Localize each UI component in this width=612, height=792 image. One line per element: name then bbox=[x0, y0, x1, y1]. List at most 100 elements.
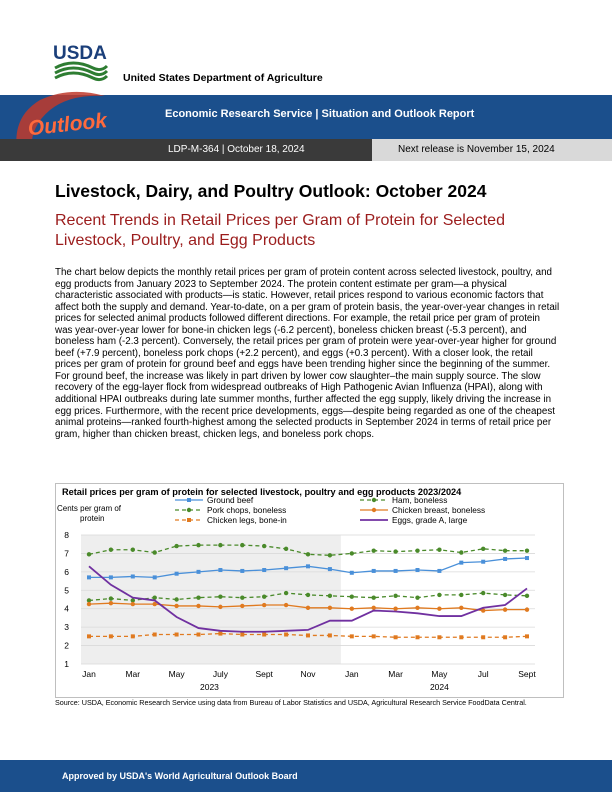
data-point bbox=[459, 605, 464, 610]
data-point bbox=[218, 568, 223, 573]
data-point bbox=[327, 567, 332, 572]
outlook-logo: Outlook bbox=[16, 91, 109, 156]
data-point bbox=[262, 568, 267, 573]
body-paragraph: The chart below depicts the monthly reta… bbox=[55, 267, 560, 440]
data-point bbox=[481, 608, 486, 613]
x-tick-label: Mar bbox=[125, 669, 140, 679]
data-point bbox=[152, 601, 157, 607]
data-point bbox=[283, 546, 289, 552]
data-point bbox=[481, 635, 486, 640]
x-tick-label: Mar bbox=[388, 669, 403, 679]
data-point bbox=[284, 566, 289, 571]
data-point bbox=[349, 551, 354, 556]
data-point bbox=[130, 601, 135, 607]
data-point bbox=[525, 634, 529, 639]
data-point bbox=[371, 568, 376, 573]
y-tick-label: 2 bbox=[64, 641, 69, 651]
report-info-band bbox=[0, 139, 372, 161]
legend-marker bbox=[371, 497, 377, 503]
x-tick-label: Jan bbox=[345, 669, 359, 679]
source-note: Source: USDA, Economic Research Service … bbox=[55, 698, 527, 707]
data-point bbox=[305, 592, 311, 598]
series-title: Economic Research Service | Situation an… bbox=[165, 108, 475, 120]
y-axis-label: Cents per gram of bbox=[57, 504, 122, 513]
data-point bbox=[349, 634, 354, 639]
data-point bbox=[415, 568, 420, 573]
usda-logo-text: USDA bbox=[53, 43, 107, 64]
legend-label: Pork chops, boneless bbox=[207, 505, 286, 515]
data-point bbox=[393, 549, 398, 554]
data-point bbox=[393, 635, 398, 640]
data-point bbox=[152, 575, 157, 580]
chart-frame bbox=[55, 483, 564, 698]
data-point bbox=[196, 603, 201, 609]
data-point bbox=[174, 597, 179, 602]
data-point bbox=[284, 632, 289, 637]
data-point bbox=[218, 542, 223, 548]
y-axis-label: protein bbox=[80, 514, 104, 523]
y-tick-label: 3 bbox=[64, 622, 69, 632]
data-point bbox=[130, 574, 135, 579]
legend-marker bbox=[371, 507, 377, 513]
data-point bbox=[130, 634, 135, 639]
data-point bbox=[87, 634, 91, 639]
data-point bbox=[86, 552, 92, 557]
data-point bbox=[524, 593, 530, 599]
data-point bbox=[502, 592, 508, 598]
y-tick-label: 1 bbox=[64, 659, 69, 669]
data-point bbox=[327, 605, 333, 610]
data-point bbox=[371, 605, 376, 610]
data-point bbox=[283, 590, 289, 596]
data-point bbox=[437, 568, 442, 573]
x-tick-label: July bbox=[213, 669, 229, 679]
data-point bbox=[481, 590, 486, 596]
legend-label: Eggs, grade A, large bbox=[392, 515, 468, 525]
x-tick-label: Nov bbox=[300, 669, 316, 679]
footer-text: Approved by USDA's World Agricultural Ou… bbox=[62, 771, 298, 781]
year-label-2024: 2024 bbox=[430, 682, 449, 692]
data-point bbox=[371, 634, 376, 639]
data-point bbox=[108, 634, 113, 639]
legend-label: Ham, boneless bbox=[392, 495, 447, 505]
footer-band bbox=[0, 760, 612, 792]
data-point bbox=[327, 593, 333, 599]
data-point bbox=[415, 635, 420, 640]
data-point bbox=[502, 548, 508, 553]
data-point bbox=[86, 601, 92, 607]
legend-label: Chicken legs, bone-in bbox=[207, 515, 287, 525]
data-point bbox=[393, 593, 398, 599]
data-point bbox=[240, 603, 245, 609]
data-point bbox=[218, 594, 223, 599]
report-id-date: LDP-M-364 | October 18, 2024 bbox=[168, 144, 305, 155]
data-point bbox=[196, 595, 201, 600]
data-point bbox=[415, 605, 420, 610]
data-point bbox=[437, 606, 442, 611]
data-point bbox=[240, 595, 245, 600]
data-point bbox=[481, 546, 486, 552]
data-point bbox=[502, 607, 508, 612]
data-point bbox=[349, 570, 354, 575]
data-point bbox=[415, 548, 420, 553]
page-subtitle: Recent Trends in Retail Prices per Gram … bbox=[55, 212, 505, 249]
data-point bbox=[305, 605, 311, 610]
y-tick-label: 8 bbox=[64, 530, 69, 540]
data-point bbox=[240, 632, 245, 637]
data-point bbox=[174, 603, 179, 609]
header-band bbox=[0, 95, 612, 139]
data-point bbox=[108, 575, 113, 580]
page-title: Livestock, Dairy, and Poultry Outlook: O… bbox=[55, 181, 487, 201]
x-tick-label: Sept bbox=[255, 669, 273, 679]
data-point bbox=[459, 592, 464, 598]
x-tick-label: Jul bbox=[478, 669, 489, 679]
data-point bbox=[196, 542, 201, 548]
data-point bbox=[371, 548, 376, 553]
data-point bbox=[437, 592, 442, 598]
data-point bbox=[240, 568, 245, 573]
y-tick-label: 4 bbox=[64, 604, 69, 614]
data-point bbox=[437, 547, 442, 552]
data-point bbox=[262, 602, 267, 608]
data-point bbox=[305, 552, 311, 557]
data-point bbox=[349, 606, 354, 611]
data-point bbox=[152, 550, 157, 555]
data-point bbox=[262, 594, 267, 599]
